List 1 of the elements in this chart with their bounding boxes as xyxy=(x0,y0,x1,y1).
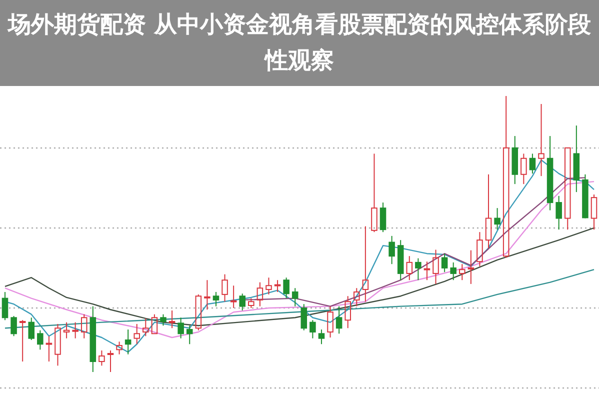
chart-title: 场外期货配资 从中小资金视角看股票配资的风控体系阶段性观察 xyxy=(6,11,592,76)
